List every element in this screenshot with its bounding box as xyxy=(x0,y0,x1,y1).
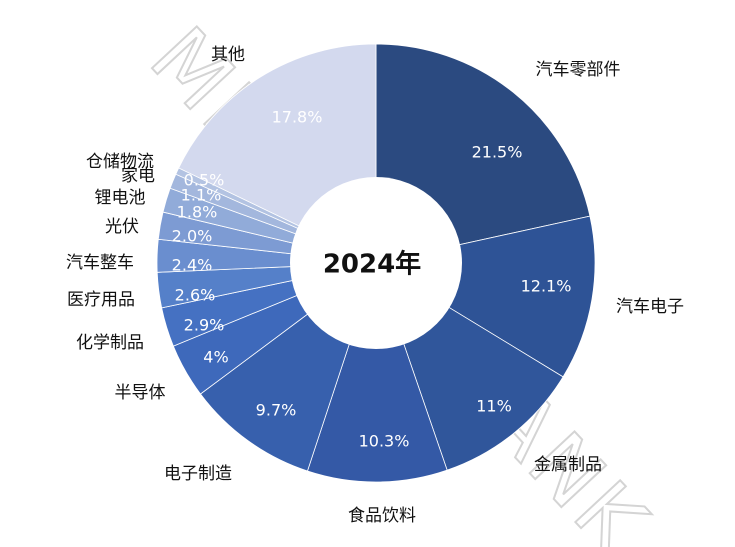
category-label: 汽车整车 xyxy=(66,253,134,273)
category-label: 仓储物流 xyxy=(86,152,154,172)
category-label: 家电 xyxy=(121,166,155,186)
category-label: 食品饮料 xyxy=(348,506,416,526)
category-label: 化学制品 xyxy=(76,333,144,353)
center-label: 2024年 xyxy=(323,249,421,280)
category-label: 锂电池 xyxy=(95,188,146,208)
category-label: 其他 xyxy=(211,45,245,65)
value-label: 21.5% xyxy=(472,143,523,162)
value-label: 4% xyxy=(203,348,228,367)
category-label: 光伏 xyxy=(105,217,139,237)
value-label: 2.6% xyxy=(175,286,216,305)
category-label: 电子制造 xyxy=(164,464,232,484)
value-label: 9.7% xyxy=(256,401,297,420)
value-label: 10.3% xyxy=(359,432,410,451)
value-label: 11% xyxy=(476,397,512,416)
donut-hole xyxy=(290,177,462,349)
value-label: 17.8% xyxy=(272,108,323,127)
value-label: 2.0% xyxy=(172,227,213,246)
value-label: 12.1% xyxy=(521,277,572,296)
value-label: 1.8% xyxy=(177,203,218,222)
category-label: 金属制品 xyxy=(534,455,602,475)
value-label: 1.1% xyxy=(181,186,222,205)
category-label: 半导体 xyxy=(115,383,166,403)
value-label: 2.4% xyxy=(172,256,213,275)
value-label: 2.9% xyxy=(184,316,225,335)
category-label: 医疗用品 xyxy=(67,290,135,310)
value-label: 0.5% xyxy=(184,171,225,190)
category-label: 汽车零部件 xyxy=(536,60,621,80)
category-label: 汽车电子 xyxy=(616,297,684,317)
